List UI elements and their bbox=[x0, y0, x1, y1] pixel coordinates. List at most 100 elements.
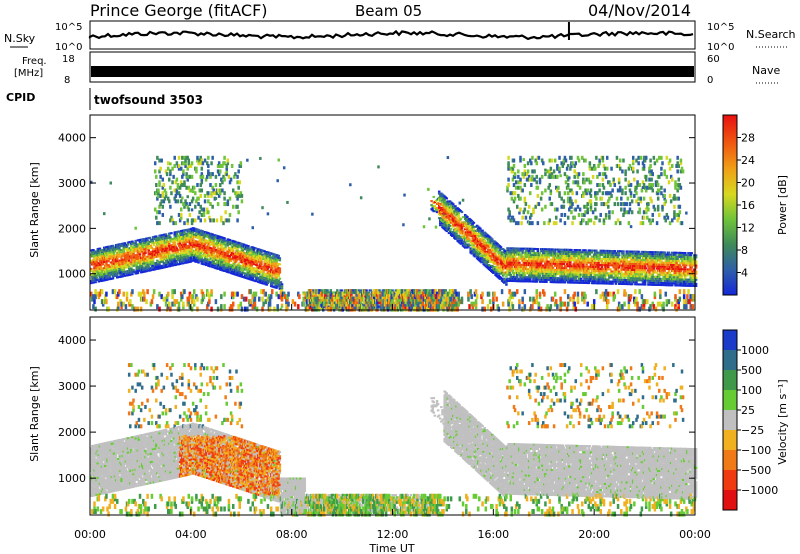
power-cell bbox=[92, 304, 95, 310]
power-cell bbox=[261, 265, 264, 268]
power-cell bbox=[187, 238, 191, 241]
power-cell bbox=[470, 294, 473, 300]
power-cell bbox=[508, 210, 511, 215]
power-cell bbox=[119, 251, 122, 254]
power-cell bbox=[190, 208, 194, 212]
power-cell bbox=[312, 289, 315, 292]
power-cell bbox=[107, 253, 110, 256]
power-cell bbox=[258, 270, 261, 274]
power-cell bbox=[131, 242, 134, 245]
power-cell bbox=[143, 296, 146, 302]
power-cell bbox=[261, 206, 264, 210]
power-cell bbox=[146, 261, 149, 264]
power-cell bbox=[517, 269, 520, 272]
power-cell bbox=[207, 210, 210, 215]
power-cell bbox=[255, 306, 259, 312]
power-cell bbox=[200, 207, 204, 212]
power-cell bbox=[221, 188, 224, 193]
power-cell bbox=[116, 274, 119, 277]
power-cell bbox=[275, 291, 278, 297]
power-cell bbox=[245, 244, 248, 247]
power-cell bbox=[183, 231, 186, 234]
power-cell bbox=[452, 203, 455, 206]
power-cell bbox=[303, 299, 307, 302]
power-cell bbox=[173, 289, 176, 295]
power-cell bbox=[466, 228, 469, 231]
power-cell bbox=[158, 221, 161, 226]
power-cell bbox=[164, 233, 168, 236]
power-cell bbox=[118, 289, 121, 295]
power-cell bbox=[514, 180, 518, 185]
power-cell bbox=[513, 191, 517, 196]
power-cell bbox=[175, 247, 179, 250]
power-cell bbox=[493, 291, 496, 297]
power-cell bbox=[510, 196, 514, 201]
power-cell bbox=[403, 193, 406, 197]
power-cell bbox=[140, 250, 144, 253]
power-cell bbox=[130, 267, 133, 270]
power-cell bbox=[504, 250, 507, 253]
power-cell bbox=[231, 250, 235, 253]
power-cell bbox=[178, 246, 182, 249]
power-cell bbox=[162, 183, 166, 188]
power-cell bbox=[204, 263, 208, 267]
power-cell bbox=[320, 289, 324, 292]
power-cell bbox=[521, 296, 524, 302]
power-cell bbox=[326, 289, 329, 292]
power-cell bbox=[173, 257, 176, 261]
power-cell bbox=[240, 306, 244, 312]
power-cell bbox=[113, 250, 117, 253]
power-cell bbox=[169, 162, 172, 166]
power-cell bbox=[461, 240, 465, 243]
power-cell bbox=[148, 236, 152, 239]
power-cell bbox=[107, 264, 110, 267]
power-cell bbox=[200, 212, 204, 217]
power-cell bbox=[186, 255, 189, 258]
power-cell bbox=[280, 305, 284, 308]
power-cell bbox=[90, 180, 93, 184]
power-cell bbox=[169, 218, 172, 223]
power-cell bbox=[161, 177, 165, 182]
power-cell bbox=[125, 296, 129, 302]
power-cell bbox=[110, 269, 114, 272]
power-cell bbox=[109, 181, 113, 185]
power-cell bbox=[188, 242, 192, 245]
power-cell bbox=[117, 301, 120, 307]
power-cell bbox=[302, 291, 305, 294]
power-cell bbox=[189, 188, 193, 193]
power-cell bbox=[448, 224, 452, 227]
power-cell bbox=[192, 233, 196, 236]
power-cell bbox=[169, 185, 172, 190]
power-cell bbox=[213, 262, 217, 265]
power-cell bbox=[460, 227, 464, 230]
power-cell bbox=[227, 174, 231, 179]
power-cell bbox=[151, 250, 155, 253]
power-cell bbox=[93, 254, 96, 257]
power-cell bbox=[174, 193, 178, 198]
power-cell bbox=[507, 177, 510, 182]
power-cell bbox=[467, 296, 470, 302]
power-cell bbox=[173, 299, 176, 305]
power-cell bbox=[149, 238, 153, 241]
power-cell bbox=[177, 212, 181, 217]
power-cell bbox=[119, 261, 122, 264]
power-cell bbox=[521, 265, 524, 269]
power-cell bbox=[173, 188, 176, 193]
power-cell bbox=[181, 231, 184, 234]
power-cell bbox=[185, 228, 188, 231]
power-cell bbox=[144, 243, 147, 246]
power-cell bbox=[188, 248, 192, 251]
power-cell bbox=[506, 273, 509, 276]
power-cell bbox=[158, 255, 161, 258]
power-cell bbox=[518, 267, 521, 270]
power-cell bbox=[220, 215, 223, 220]
power-cell bbox=[157, 251, 160, 254]
power-cell bbox=[107, 306, 110, 312]
power-cell bbox=[117, 255, 120, 258]
power-cell bbox=[196, 306, 199, 312]
power-cell bbox=[124, 304, 128, 310]
power-cell bbox=[189, 294, 193, 300]
power-cell bbox=[369, 289, 373, 292]
power-cell bbox=[517, 185, 520, 190]
